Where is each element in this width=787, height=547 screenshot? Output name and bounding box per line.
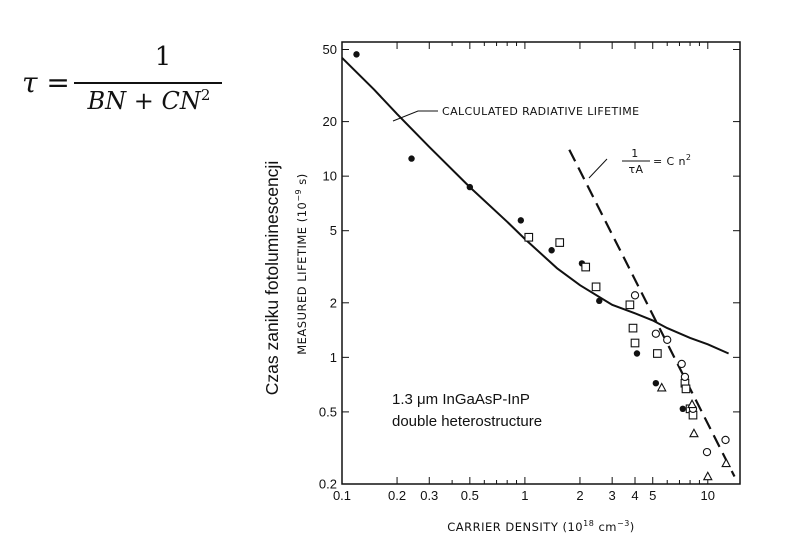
data-point-open-square bbox=[681, 384, 691, 394]
y-axis-title-exponent: −9 bbox=[294, 189, 303, 202]
y-axis-title: MEASURED LIFETIME (10−9 s) bbox=[294, 173, 309, 355]
x-axis-title-close: ) bbox=[630, 520, 635, 534]
data-point-open-triangle bbox=[721, 457, 732, 468]
data-point-filled-circle bbox=[408, 155, 415, 162]
formula-numerator: 1 bbox=[154, 42, 172, 72]
data-point-open-square bbox=[628, 323, 638, 333]
x-tick-label: 0.1 bbox=[333, 488, 351, 503]
formula-fraction-bar bbox=[74, 82, 222, 84]
x-axis-title: CARRIER DENSITY (1018 cm−3) bbox=[447, 519, 635, 534]
auger-label-leader bbox=[588, 158, 608, 179]
data-point-filled-circle bbox=[466, 183, 474, 191]
x-axis-title-exponent: 18 bbox=[583, 519, 594, 528]
auger-lifetime-line bbox=[568, 149, 736, 477]
data-point-open-square bbox=[630, 338, 640, 348]
auger-label-numerator: 1 bbox=[631, 147, 638, 160]
y-axis-title-close: s) bbox=[295, 173, 309, 189]
model-lines bbox=[341, 57, 736, 477]
data-point-open-square bbox=[581, 262, 591, 272]
formula-denominator: BN + CN2 bbox=[74, 86, 224, 115]
data-points bbox=[353, 51, 732, 481]
radiative-lifetime-curve bbox=[341, 57, 730, 355]
data-point-open-square bbox=[653, 349, 662, 358]
data-point-filled-circle bbox=[652, 379, 660, 387]
data-point-open-square bbox=[625, 300, 635, 310]
data-point-open-circle bbox=[651, 329, 661, 338]
y-tick-label: 50 bbox=[323, 42, 337, 57]
y-tick-label: 5 bbox=[330, 223, 337, 238]
data-point-filled-circle bbox=[596, 297, 603, 305]
data-point-open-circle bbox=[721, 435, 730, 445]
x-tick-label: 10 bbox=[701, 488, 715, 503]
x-tick-label: 0.5 bbox=[461, 488, 479, 503]
auger-label-rhs-text: = C n bbox=[653, 155, 686, 168]
data-point-open-circle bbox=[702, 447, 712, 457]
y-tick-label: 0.2 bbox=[319, 477, 337, 492]
data-point-filled-circle bbox=[633, 350, 641, 357]
formula-denominator-base: BN + CN bbox=[87, 87, 201, 115]
data-point-filled-circle bbox=[517, 217, 525, 224]
sample-annotation-line1: 1.3 μm InGaAsP-InP bbox=[392, 391, 530, 408]
x-tick-label: 3 bbox=[609, 488, 616, 503]
data-point-open-circle bbox=[677, 359, 686, 369]
x-axis-title-unit-exponent: −3 bbox=[617, 519, 630, 528]
data-point-filled-circle bbox=[679, 405, 686, 413]
y-tick-label: 2 bbox=[330, 295, 337, 310]
y-axis-title-text: MEASURED LIFETIME (10 bbox=[295, 202, 309, 355]
x-tick-label: 5 bbox=[649, 488, 656, 503]
formula-denominator-exponent: 2 bbox=[200, 86, 211, 104]
lifetime-formula: τ = 1 BN + CN2 bbox=[18, 40, 223, 120]
y-tick-label: 20 bbox=[323, 114, 337, 129]
y-tick-label: 10 bbox=[323, 169, 337, 184]
data-point-filled-circle bbox=[353, 51, 360, 58]
data-point-open-circle bbox=[663, 335, 672, 344]
sample-annotation-line2: double heterostructure bbox=[392, 413, 542, 430]
data-point-open-square bbox=[524, 232, 534, 242]
x-tick-label: 0.2 bbox=[388, 488, 406, 503]
radiative-label-leader bbox=[392, 110, 438, 122]
data-point-filled-circle bbox=[548, 247, 555, 254]
x-tick-label: 2 bbox=[576, 488, 583, 503]
data-point-open-triangle bbox=[702, 471, 713, 481]
x-tick-label: 4 bbox=[631, 488, 638, 503]
x-tick-label: 0.3 bbox=[420, 488, 438, 503]
x-axis-title-text: CARRIER DENSITY (10 bbox=[447, 520, 583, 534]
data-point-open-circle bbox=[680, 372, 690, 382]
y-tick-label: 0.5 bbox=[319, 404, 337, 419]
x-tick-label: 1 bbox=[521, 488, 528, 503]
x-axis-title-unit: cm bbox=[594, 520, 617, 534]
data-point-open-triangle bbox=[687, 399, 697, 409]
auger-label-rhs: = C n2 bbox=[653, 153, 691, 168]
y-axis-overlay-title: Czas zaniku fotoluminescencji bbox=[262, 161, 282, 395]
data-point-open-circle bbox=[630, 291, 640, 300]
auger-label-exponent: 2 bbox=[686, 153, 692, 162]
auger-label-denominator: τA bbox=[629, 163, 644, 176]
data-point-open-triangle bbox=[689, 428, 699, 438]
data-point-open-triangle bbox=[656, 382, 667, 392]
formula-lhs: τ = bbox=[22, 66, 70, 99]
radiative-line-label: CALCULATED RADIATIVE LIFETIME bbox=[442, 105, 639, 118]
data-point-open-square bbox=[555, 238, 565, 247]
plot-frame bbox=[341, 41, 741, 485]
data-point-open-square bbox=[591, 282, 601, 292]
y-tick-label: 1 bbox=[330, 350, 337, 365]
